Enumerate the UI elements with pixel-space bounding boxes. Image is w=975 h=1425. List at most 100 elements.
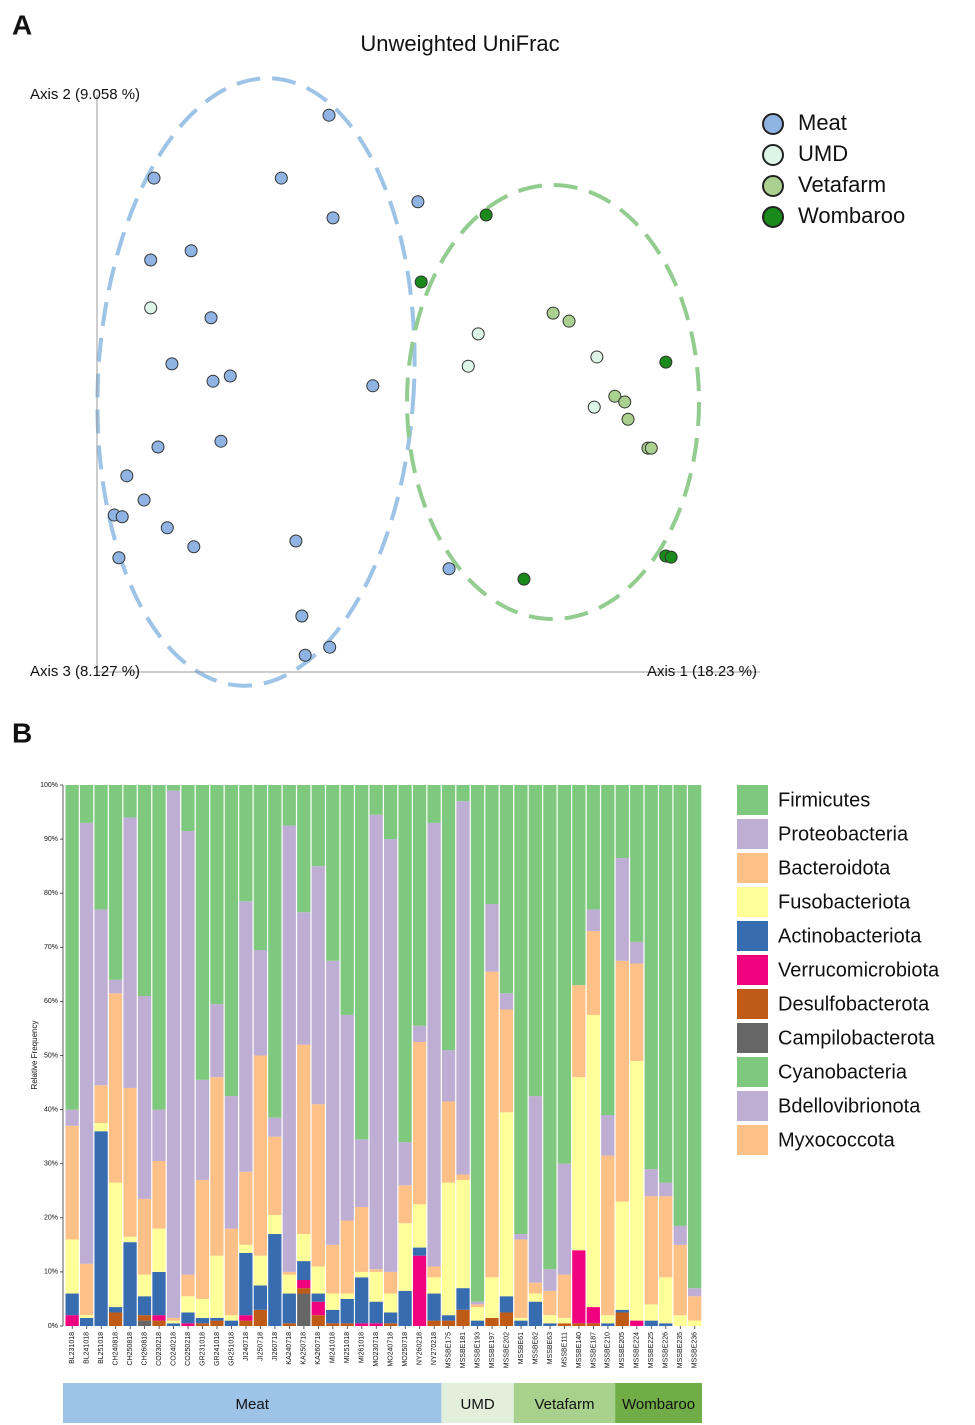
bar-segment (311, 1293, 325, 1302)
bar-segment (210, 785, 224, 1005)
bar-segment (673, 1244, 687, 1316)
bar-segment (94, 1085, 108, 1124)
x-tick-label: MO230718 (373, 1332, 380, 1367)
legend-marker (762, 144, 784, 166)
point (289, 534, 303, 548)
bar-segment (572, 785, 586, 986)
point (144, 301, 158, 315)
bar-segment (586, 909, 600, 932)
x-tick-label: BL251018 (98, 1332, 105, 1364)
point (214, 434, 228, 448)
bar-segment (485, 785, 499, 905)
x-tick-label: MSSBE187 (590, 1332, 597, 1368)
bar-segment (398, 1290, 412, 1326)
bar-segment (485, 904, 499, 972)
y-tick-label: 60% (44, 998, 58, 1005)
bar-segment (470, 1307, 485, 1321)
point (151, 440, 165, 454)
bar-segment (311, 785, 325, 867)
bar-segment (427, 1320, 441, 1326)
bar-segment (108, 1182, 123, 1308)
point (414, 275, 428, 289)
bar-segment (340, 1323, 354, 1326)
legend-marker (762, 113, 784, 135)
bar-segment (326, 1323, 340, 1326)
bar-segment (514, 785, 528, 1235)
bar-segment (499, 993, 514, 1010)
bar-segment (224, 1228, 239, 1316)
point (479, 208, 493, 222)
bar-segment (311, 1315, 325, 1326)
legend-label: Verrucomicrobiota (778, 959, 940, 981)
bar-segment (340, 1220, 354, 1294)
bar-segment (108, 979, 123, 994)
legend-swatch (737, 1023, 768, 1053)
bar-segment (253, 950, 267, 1056)
point (112, 551, 126, 565)
bar-segment (282, 785, 296, 826)
legend-label: Wombaroo (798, 203, 905, 228)
bar-segment (514, 1320, 528, 1326)
bar-segment (94, 785, 108, 910)
bar-segment (152, 785, 166, 1110)
x-tick-label: MSSBE62 (532, 1332, 539, 1364)
bar-segment (210, 1255, 224, 1318)
bar-segment (659, 1196, 673, 1278)
point (120, 469, 134, 483)
group-band (441, 1383, 514, 1423)
x-tick-label: KA260718 (315, 1332, 322, 1365)
x-tick-label: MSSBE225 (648, 1332, 655, 1368)
group-label: Vetafarm (534, 1396, 594, 1413)
bar-segment (108, 1312, 123, 1326)
bar-segment (441, 785, 456, 1051)
y-tick-label: 100% (40, 782, 58, 789)
bar-segment (688, 785, 702, 1289)
bar-segment (543, 1323, 557, 1326)
bar-segment (297, 1234, 311, 1262)
bar-segment (326, 1309, 340, 1324)
bar-segment (615, 1309, 629, 1313)
bar-segment (79, 1317, 94, 1326)
bar-segment (528, 1301, 543, 1326)
bar-segment (528, 785, 543, 1097)
bar-segment (514, 1234, 528, 1240)
legend-swatch (737, 819, 768, 849)
legend-label: Desulfobacterota (778, 993, 930, 1015)
bar-segment (195, 1298, 210, 1318)
bar-segment (239, 1320, 253, 1326)
bar-segment (688, 1320, 702, 1326)
bar-segment (108, 1307, 123, 1313)
x-tick-label: MI261018 (359, 1332, 366, 1363)
point (137, 493, 151, 507)
legend-marker (762, 206, 784, 228)
bar-segment (398, 785, 412, 1143)
legend-label: Myxococcota (778, 1129, 896, 1151)
bar-segment (557, 785, 572, 1164)
bar-segment (297, 1280, 311, 1289)
bar-segment (586, 1323, 600, 1326)
x-tick-label: JI250718 (257, 1332, 264, 1361)
bar-segment (441, 1101, 456, 1183)
bar-segment (427, 1293, 441, 1321)
bar-segment (543, 1290, 557, 1316)
bar-segment (210, 1077, 224, 1256)
x-tick-label: MI251018 (344, 1332, 351, 1363)
x-tick-label: CH260818 (141, 1332, 148, 1366)
bar-segment (239, 1252, 253, 1316)
bar-segment (688, 1296, 702, 1321)
bar-segment (528, 1096, 543, 1283)
bar-segment (268, 1136, 282, 1216)
bar-segment (630, 941, 644, 964)
x-tick-label: MSSBE205 (619, 1332, 626, 1368)
x-tick-label: MSSBE210 (605, 1332, 612, 1368)
bar-segment (499, 1312, 514, 1326)
x-tick-label: MSSBE63 (547, 1332, 554, 1364)
bar-segment (456, 1288, 470, 1310)
bar-segment (384, 1271, 398, 1294)
bar-segment (65, 1239, 79, 1294)
bar-segment (630, 785, 644, 942)
bar-segment (485, 1317, 499, 1326)
bar-segment (470, 1304, 485, 1308)
legend-marker (762, 175, 784, 197)
legend-swatch (737, 989, 768, 1019)
